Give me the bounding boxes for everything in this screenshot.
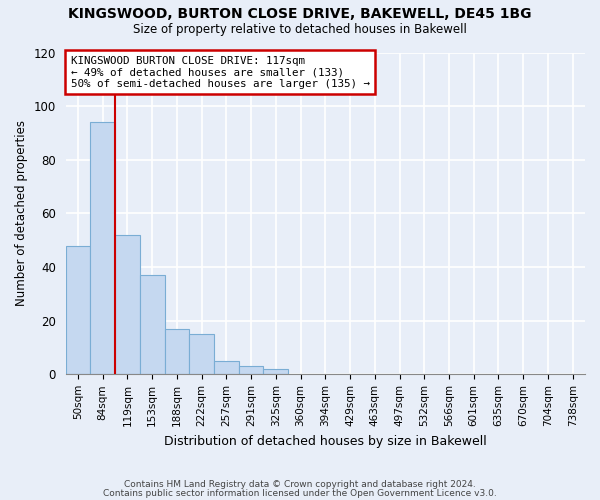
Bar xyxy=(115,235,140,374)
Bar xyxy=(140,275,164,374)
Text: KINGSWOOD, BURTON CLOSE DRIVE, BAKEWELL, DE45 1BG: KINGSWOOD, BURTON CLOSE DRIVE, BAKEWELL,… xyxy=(68,8,532,22)
Text: KINGSWOOD BURTON CLOSE DRIVE: 117sqm
← 49% of detached houses are smaller (133)
: KINGSWOOD BURTON CLOSE DRIVE: 117sqm ← 4… xyxy=(71,56,370,89)
Bar xyxy=(239,366,263,374)
Text: Contains public sector information licensed under the Open Government Licence v3: Contains public sector information licen… xyxy=(103,488,497,498)
Bar xyxy=(263,369,288,374)
Bar xyxy=(91,122,115,374)
Bar xyxy=(65,246,91,374)
Bar xyxy=(190,334,214,374)
Text: Size of property relative to detached houses in Bakewell: Size of property relative to detached ho… xyxy=(133,22,467,36)
Text: Contains HM Land Registry data © Crown copyright and database right 2024.: Contains HM Land Registry data © Crown c… xyxy=(124,480,476,489)
Y-axis label: Number of detached properties: Number of detached properties xyxy=(15,120,28,306)
Bar xyxy=(214,361,239,374)
Bar xyxy=(164,328,190,374)
X-axis label: Distribution of detached houses by size in Bakewell: Distribution of detached houses by size … xyxy=(164,434,487,448)
